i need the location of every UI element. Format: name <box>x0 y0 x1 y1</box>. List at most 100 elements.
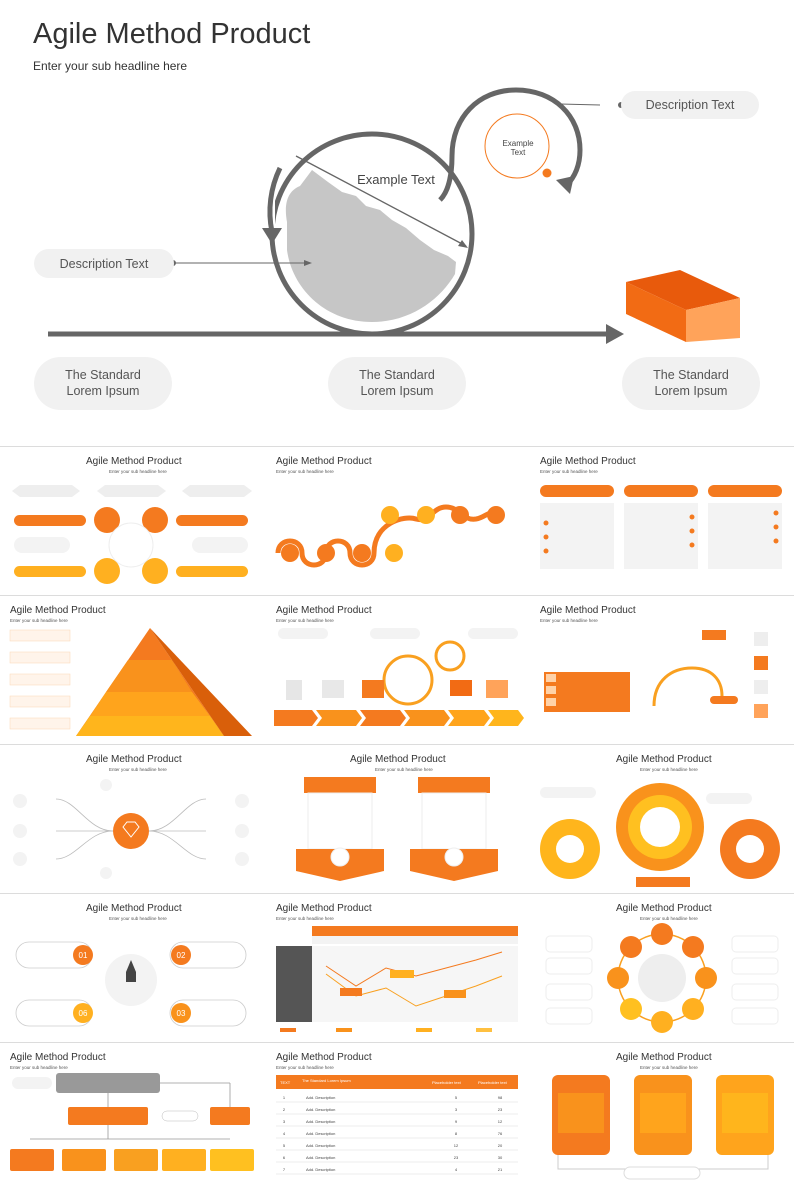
thumb-subtitle: Enter your sub headline here <box>276 1065 334 1070</box>
table-cell: Add. Description <box>306 1155 335 1160</box>
thumb-subtitle: Enter your sub headline here <box>540 469 598 474</box>
num-01: 01 <box>79 951 88 960</box>
thumb-title: Agile Method Product <box>276 903 372 914</box>
thumb-title: Agile Method Product <box>86 754 182 765</box>
table-cell: Add. Description <box>306 1131 335 1136</box>
thumbnail-1[interactable]: Agile Method Product Enter your sub head… <box>0 449 262 594</box>
orange-block-top <box>626 270 740 310</box>
thumb-subtitle: Enter your sub headline here <box>109 767 167 772</box>
table-header-text: TEXT <box>280 1080 291 1085</box>
num-02: 02 <box>177 951 186 960</box>
thumb-title: Agile Method Product <box>276 456 372 467</box>
rock-shape <box>285 170 456 322</box>
description-pill-top: Description Text <box>621 91 759 119</box>
standard-pill-3-line1: The Standard <box>653 367 729 382</box>
standard-pill-2-line2: Lorem Ipsum <box>360 383 434 398</box>
num-03: 03 <box>177 1009 186 1018</box>
table-cell: 7 <box>283 1167 286 1172</box>
thumb-title: Agile Method Product <box>540 456 636 467</box>
thumbnail-6[interactable]: Agile Method Product Enter your sub head… <box>532 598 794 743</box>
table-cell: 30 <box>498 1155 503 1160</box>
table-cell: 20 <box>498 1143 503 1148</box>
small-orange-ring <box>484 113 550 179</box>
hero-subtitle: Enter your sub headline here <box>33 59 188 73</box>
example-text-small-2: Text <box>511 148 526 157</box>
table-cell: 12 <box>454 1143 459 1148</box>
thumb-title: Agile Method Product <box>10 605 106 616</box>
thumb-title: Agile Method Product <box>276 1052 372 1063</box>
thumb-title: Agile Method Product <box>540 605 636 616</box>
standard-pill-2-line1: The Standard <box>359 367 435 382</box>
diagonal-arrow <box>295 155 467 247</box>
thumb-title: Agile Method Product <box>276 605 372 616</box>
large-cycle-arrowhead <box>262 228 282 244</box>
thumb-title: Agile Method Product <box>86 456 182 467</box>
standard-pill-3-line2: Lorem Ipsum <box>654 383 728 398</box>
small-cycle-ring <box>449 87 583 188</box>
thumbnail-4[interactable]: Agile Method Product Enter your sub head… <box>0 598 262 743</box>
table-cell: 21 <box>498 1167 503 1172</box>
thumb-subtitle: Enter your sub headline here <box>640 767 698 772</box>
thumbnail-3[interactable]: Agile Method Product Enter your sub head… <box>532 449 794 594</box>
table-header-std: The Standard Lorem Ipsum <box>302 1078 351 1083</box>
thumb-title: Agile Method Product <box>616 903 712 914</box>
orange-dot <box>542 168 552 178</box>
standard-pill-3: The Standard Lorem Ipsum <box>622 357 760 410</box>
table-body <box>276 1101 518 1175</box>
table-cell: 98 <box>498 1095 503 1100</box>
table-cell: 23 <box>454 1155 459 1160</box>
thumb-subtitle: Enter your sub headline here <box>10 618 68 623</box>
example-text-small-1: Example <box>502 139 534 148</box>
table-cell: 4 <box>455 1167 458 1172</box>
table-cell: 3 <box>283 1119 286 1124</box>
thumb-subtitle: Enter your sub headline here <box>276 469 334 474</box>
thumb-subtitle: Enter your sub headline here <box>640 916 698 921</box>
thumb-title: Agile Method Product <box>350 754 446 765</box>
table-cell: 6 <box>283 1155 286 1160</box>
table-cell: 5 <box>283 1143 286 1148</box>
standard-pill-1: The Standard Lorem Ipsum <box>34 357 172 410</box>
ground-arrowhead <box>606 324 624 344</box>
table-cell: Add. Description <box>306 1143 335 1148</box>
thumb-title: Agile Method Product <box>616 1052 712 1063</box>
thumb-subtitle: Enter your sub headline here <box>540 618 598 623</box>
thumb-subtitle: Enter your sub headline here <box>375 767 433 772</box>
thumbnail-8[interactable]: Agile Method Product Enter your sub head… <box>266 747 528 892</box>
table-cell: 8 <box>455 1131 458 1136</box>
thumb-subtitle: Enter your sub headline here <box>640 1065 698 1070</box>
description-pill-left: Description Text <box>34 249 174 278</box>
table-cell: 76 <box>498 1131 503 1136</box>
table-cell: 12 <box>498 1119 503 1124</box>
thumbnail-11[interactable]: Agile Method Product Enter your sub head… <box>266 896 528 1041</box>
table-cell: 4 <box>283 1131 286 1136</box>
thumbnail-14[interactable]: Agile Method Product Enter your sub head… <box>266 1045 528 1190</box>
standard-pill-1-line1: The Standard <box>65 367 141 382</box>
orange-block-side <box>686 298 740 342</box>
thumbnail-13[interactable]: Agile Method Product Enter your sub head… <box>0 1045 262 1190</box>
table-cell: 5 <box>455 1095 458 1100</box>
table-cell: 1 <box>283 1095 286 1100</box>
thumbnail-15[interactable]: Agile Method Product Enter your sub head… <box>532 1045 794 1190</box>
table-header-ph-1: Placeholder text <box>432 1080 462 1085</box>
standard-pill-2: The Standard Lorem Ipsum <box>328 357 466 410</box>
thumb-title: Agile Method Product <box>86 903 182 914</box>
standard-pill-1-line2: Lorem Ipsum <box>66 383 140 398</box>
thumbnail-2[interactable]: Agile Method Product Enter your sub head… <box>266 449 528 594</box>
table-cell: 3 <box>455 1107 458 1112</box>
thumb-title: Agile Method Product <box>10 1052 106 1063</box>
thumbnail-5[interactable]: Agile Method Product Enter your sub head… <box>266 598 528 743</box>
thumb-subtitle: Enter your sub headline here <box>109 916 167 921</box>
thumbnail-9[interactable]: Agile Method Product Enter your sub head… <box>532 747 794 892</box>
table-cell: 2 <box>283 1107 286 1112</box>
thumbnail-7[interactable]: Agile Method Product Enter your sub head… <box>0 747 262 892</box>
thumbnail-12[interactable]: Agile Method Product Enter your sub head… <box>532 896 794 1041</box>
table-cell: 9 <box>455 1119 458 1124</box>
table-cell: Add. Description <box>306 1095 335 1100</box>
thumb-subtitle: Enter your sub headline here <box>10 1065 68 1070</box>
thumb-subtitle: Enter your sub headline here <box>276 916 334 921</box>
num-06: 06 <box>79 1009 88 1018</box>
hero-title: Agile Method Product <box>33 18 311 50</box>
thumbnail-10[interactable]: Agile Method Product Enter your sub head… <box>0 896 262 1041</box>
thumb-subtitle: Enter your sub headline here <box>276 618 334 623</box>
table-cell: Add. Description <box>306 1167 335 1172</box>
